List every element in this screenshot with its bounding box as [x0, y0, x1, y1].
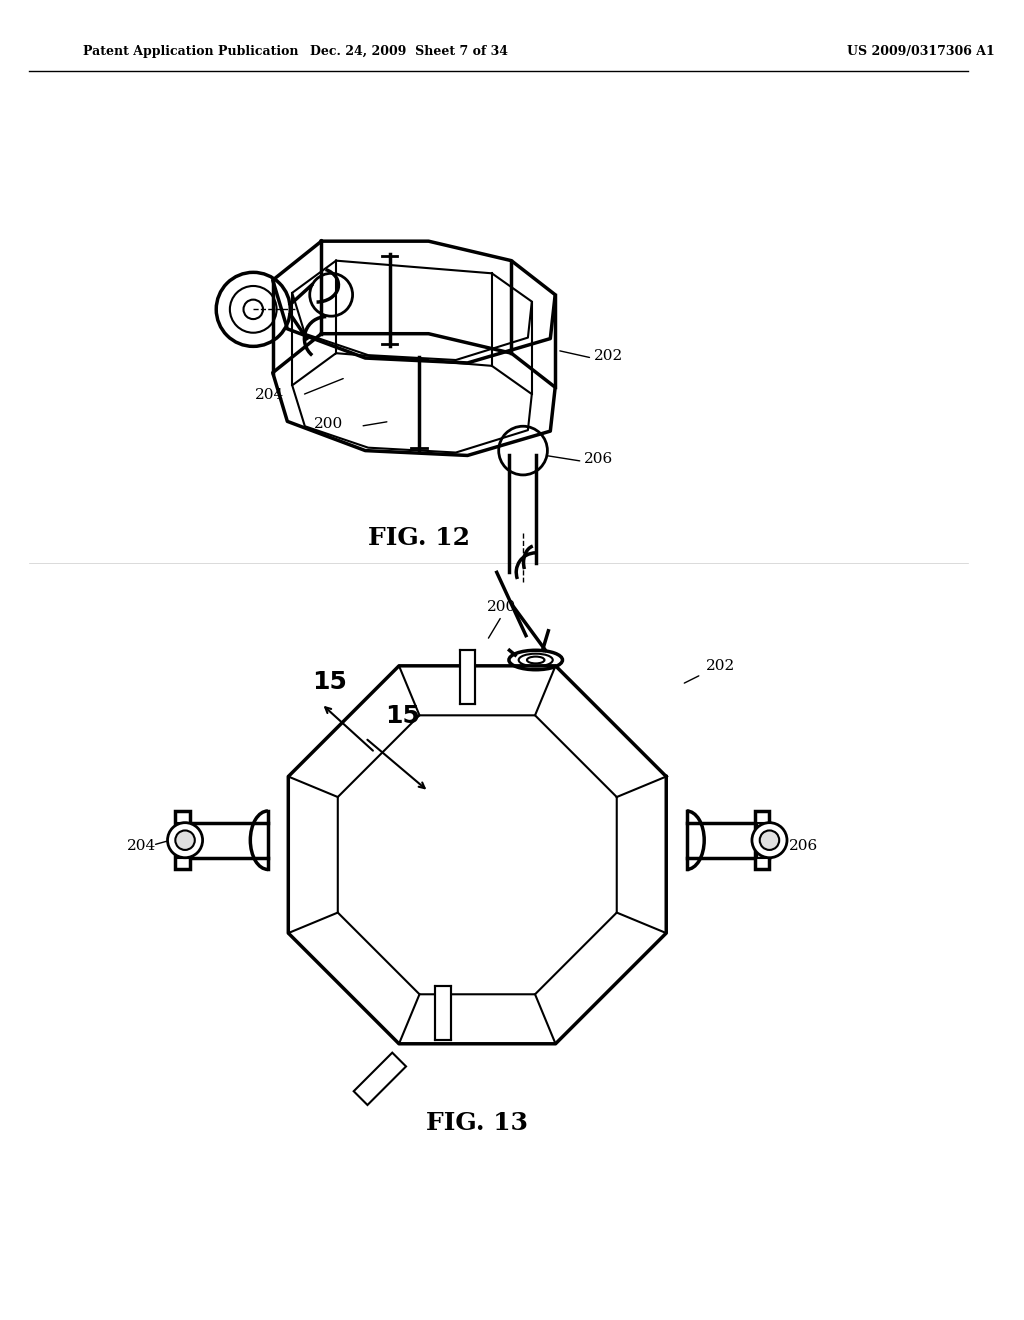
Text: Dec. 24, 2009  Sheet 7 of 34: Dec. 24, 2009 Sheet 7 of 34 — [310, 45, 508, 58]
Text: 204: 204 — [127, 840, 156, 853]
Text: 200: 200 — [487, 601, 516, 614]
Text: 200: 200 — [313, 417, 343, 432]
Circle shape — [168, 822, 203, 858]
Circle shape — [760, 830, 779, 850]
Text: 204: 204 — [255, 388, 285, 403]
Text: 202: 202 — [707, 659, 735, 673]
Bar — [177, 822, 188, 858]
Bar — [755, 810, 769, 870]
Text: Patent Application Publication: Patent Application Publication — [83, 45, 298, 58]
Text: 206: 206 — [788, 840, 818, 853]
Circle shape — [752, 822, 787, 858]
Bar — [687, 822, 769, 858]
Text: US 2009/0317306 A1: US 2009/0317306 A1 — [848, 45, 995, 58]
FancyBboxPatch shape — [460, 649, 475, 705]
Bar — [757, 822, 768, 858]
Bar — [185, 822, 268, 858]
Text: 15: 15 — [311, 671, 346, 694]
FancyBboxPatch shape — [435, 986, 451, 1040]
Text: FIG. 13: FIG. 13 — [426, 1110, 528, 1135]
Text: 202: 202 — [594, 348, 624, 363]
Polygon shape — [353, 1052, 407, 1105]
Text: 206: 206 — [585, 453, 613, 466]
Circle shape — [175, 830, 195, 850]
Bar — [175, 810, 189, 870]
Text: FIG. 12: FIG. 12 — [368, 527, 470, 550]
Text: 15: 15 — [385, 705, 420, 729]
